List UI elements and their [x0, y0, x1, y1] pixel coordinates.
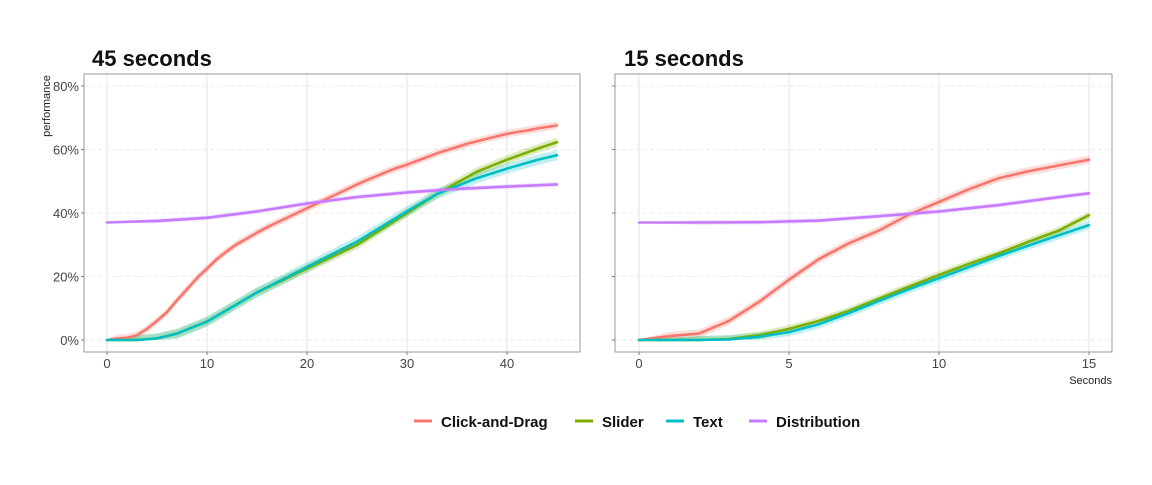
legend-label: Slider	[602, 414, 644, 431]
legend-item: Slider	[575, 414, 644, 431]
legend-item: Distribution	[749, 414, 860, 431]
grid	[615, 74, 1112, 352]
series-group	[637, 155, 1091, 342]
x-axis-label: Seconds	[1069, 375, 1112, 387]
series-line-distribution	[637, 192, 1091, 224]
x-tick-label: 0	[103, 356, 110, 371]
confidence-band-text	[107, 150, 557, 340]
x-tick-label: 30	[400, 356, 414, 371]
y-tick-label: 0%	[60, 333, 79, 348]
panel-15-seconds: 15 seconds Seconds 0 5 10 15	[612, 46, 1112, 387]
y-tick-label: 80%	[53, 79, 79, 94]
legend: Click-and-Drag Slider Text Distribution	[414, 414, 860, 431]
legend-item: Click-and-Drag	[414, 414, 548, 431]
panel-title: 15 seconds	[624, 46, 744, 71]
y-tick-label: 20%	[53, 270, 79, 285]
confidence-band-click-and-drag	[107, 121, 557, 340]
series-line-click-and-drag	[105, 124, 559, 342]
panel-45-seconds: 45 seconds performance 0 10 20 30 40 0% 20% 40%…	[41, 46, 581, 371]
x-tick-label: 10	[200, 356, 214, 371]
legend-label: Distribution	[776, 414, 860, 431]
legend-label: Text	[693, 414, 723, 431]
x-tick-label: 40	[500, 356, 514, 371]
legend-label: Click-and-Drag	[441, 414, 548, 431]
confidence-band-slider	[639, 211, 1089, 340]
confidence-band-distribution	[639, 191, 1089, 225]
grid	[84, 74, 580, 352]
y-tick-label: 40%	[53, 206, 79, 221]
panel-title: 45 seconds	[92, 46, 212, 71]
confidence-band-slider	[107, 137, 557, 340]
series-group	[105, 121, 559, 342]
x-tick-label: 0	[635, 356, 642, 371]
series-line-text	[105, 153, 559, 342]
series-line-distribution	[105, 183, 559, 224]
series-line-click-and-drag	[637, 158, 1091, 342]
series-line-text	[637, 223, 1091, 342]
legend-item: Text	[666, 414, 723, 431]
y-axis-label: performance	[41, 75, 53, 137]
x-tick-label: 20	[300, 356, 314, 371]
x-tick-label: 5	[785, 356, 792, 371]
y-tick-label: 60%	[53, 143, 79, 158]
x-tick-label: 15	[1082, 356, 1096, 371]
x-tick-label: 10	[932, 356, 946, 371]
